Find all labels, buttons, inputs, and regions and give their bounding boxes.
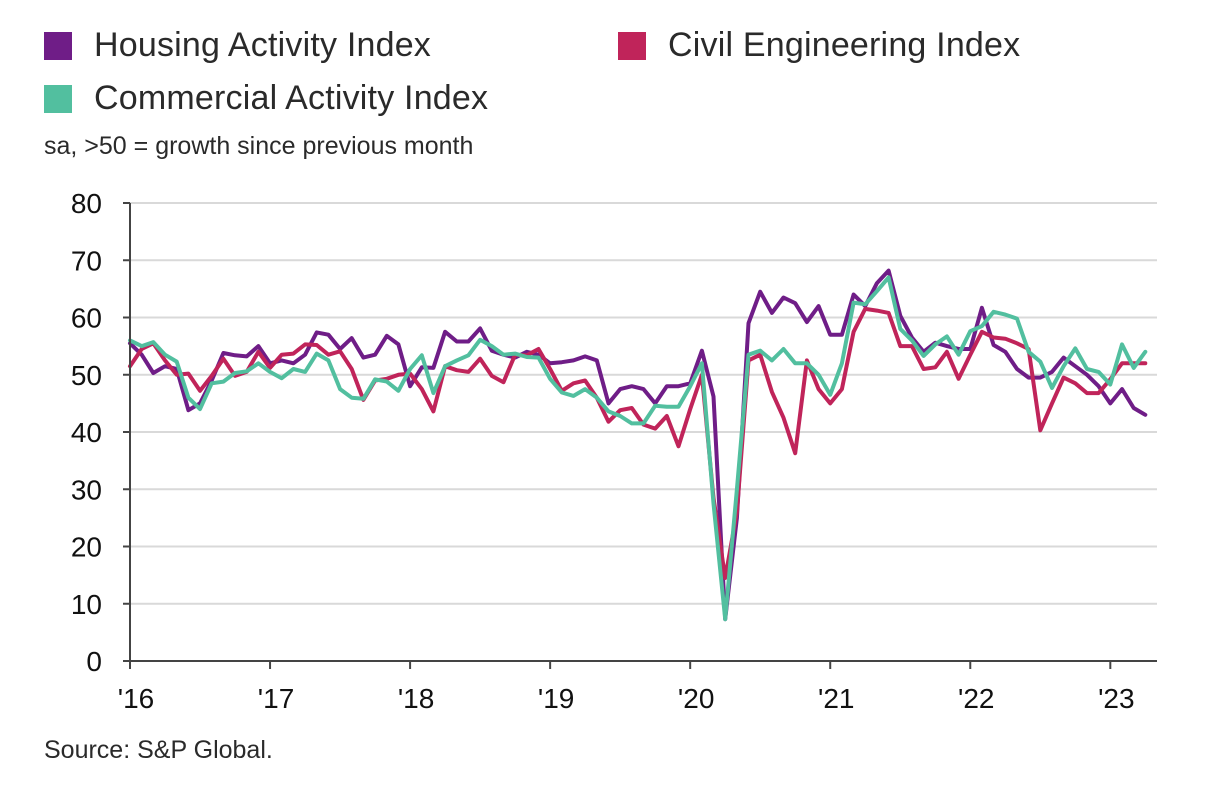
x-tick-label: '17 (258, 683, 295, 714)
legend-swatch-civil-engineering (618, 31, 646, 60)
y-tick-label: 40 (71, 417, 102, 448)
legend: Housing Activity Index Civil Engineering… (44, 26, 1194, 126)
y-tick-label: 20 (71, 532, 102, 563)
series-line-commercial-activity-index (128, 275, 1148, 622)
legend-item-housing: Housing Activity Index (44, 26, 431, 65)
y-tick-label: 70 (71, 245, 102, 276)
series-line-civil-engineering-index (128, 306, 1148, 580)
series-lines (128, 268, 1148, 622)
gridlines (123, 202, 1157, 662)
legend-swatch-housing (44, 31, 72, 60)
x-tick-label: '21 (818, 683, 855, 714)
x-axis-ticks: '16 '17 '18 '19 '20 '21 '22 '23 (118, 661, 1135, 714)
legend-label-housing: Housing Activity Index (94, 26, 432, 64)
series-line-housing-activity-index (128, 268, 1148, 622)
legend-item-commercial: Commercial Activity Index (44, 79, 488, 118)
x-tick-label: '22 (958, 683, 995, 714)
x-tick-label: '23 (1098, 683, 1135, 714)
legend-label-commercial: Commercial Activity Index (94, 79, 489, 117)
y-tick-label: 10 (71, 589, 102, 620)
legend-item-civil-engineering: Civil Engineering Index (618, 26, 1020, 65)
y-tick-label: 0 (86, 646, 102, 677)
chart-subtitle: sa, >50 = growth since previous month (44, 132, 474, 160)
y-tick-label: 30 (71, 474, 102, 505)
axes (129, 203, 1157, 662)
legend-swatch-commercial (44, 84, 72, 113)
x-tick-label: '20 (678, 683, 715, 714)
y-tick-label: 50 (71, 360, 102, 391)
legend-label-civil-engineering: Civil Engineering Index (668, 26, 1021, 64)
y-tick-label: 60 (71, 303, 102, 334)
source-note: Source: S&P Global. (44, 736, 273, 764)
y-tick-label: 80 (71, 188, 102, 219)
y-axis-tick-labels: 0 10 20 30 40 50 60 70 80 (71, 188, 102, 677)
x-tick-label: '16 (118, 683, 155, 714)
x-tick-label: '19 (538, 683, 575, 714)
x-tick-label: '18 (398, 683, 435, 714)
